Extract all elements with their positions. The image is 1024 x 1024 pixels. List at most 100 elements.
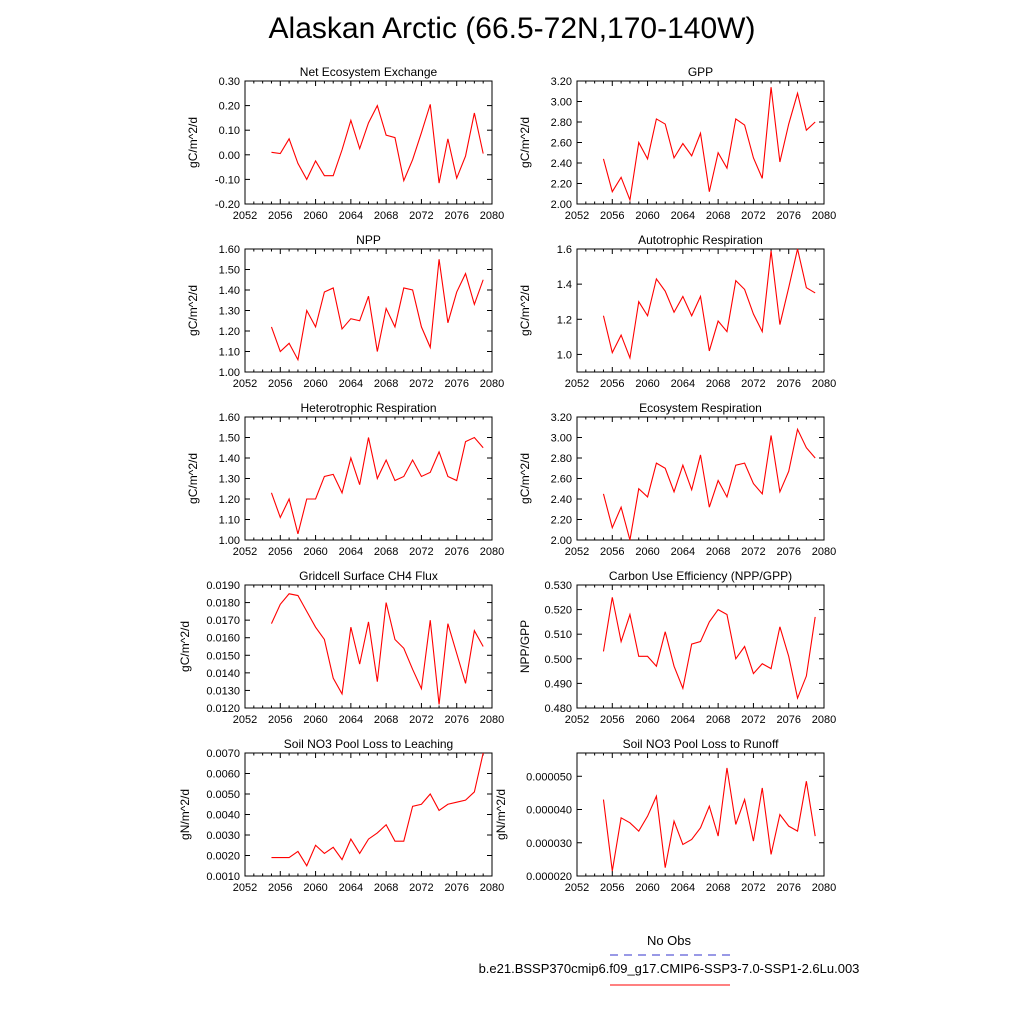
chart-panel-5: Heterotrophic Respiration 2052 2056 2060 206… xyxy=(186,401,504,558)
chart-title: GPP xyxy=(688,65,713,79)
y-tick-label: 0.00 xyxy=(219,150,240,162)
y-tick-label: 0.0030 xyxy=(206,830,240,842)
y-tick-label: 0.530 xyxy=(544,580,572,592)
x-tick-label: 2056 xyxy=(600,210,624,222)
x-tick-label: 2072 xyxy=(741,882,765,894)
plot-frame xyxy=(576,416,825,541)
y-tick-label: 1.2 xyxy=(557,314,572,326)
x-tick-label: 2072 xyxy=(741,378,765,390)
y-tick-label: 0.0130 xyxy=(206,685,240,697)
x-tick-label: 2068 xyxy=(706,210,730,222)
y-tick-label: 1.4 xyxy=(557,279,572,291)
x-tick-label: 2064 xyxy=(339,378,363,390)
x-tick-label: 2080 xyxy=(812,882,836,894)
x-tick-label: 2072 xyxy=(741,546,765,558)
y-tick-label: 1.30 xyxy=(219,474,240,486)
y-tick-label: 2.80 xyxy=(551,453,572,465)
x-tick-label: 2068 xyxy=(374,210,398,222)
chart-title: Ecosystem Respiration xyxy=(639,401,762,415)
y-axis-label: gC/m^2/d xyxy=(518,453,532,504)
x-tick-label: 2076 xyxy=(444,210,468,222)
x-tick-label: 2072 xyxy=(409,714,433,726)
x-tick-label: 2056 xyxy=(600,546,624,558)
y-tick-label: 0.500 xyxy=(544,654,572,666)
plot-frame xyxy=(576,80,825,205)
y-tick-label: 3.20 xyxy=(551,76,572,88)
plot-frame xyxy=(576,248,825,373)
y-tick-label: 2.20 xyxy=(551,515,572,527)
y-axis-label: gN/m^2/d xyxy=(178,789,192,840)
chart-title: Heterotrophic Respiration xyxy=(300,401,436,415)
y-tick-label: 1.20 xyxy=(219,494,240,506)
y-tick-label: 0.0140 xyxy=(206,668,240,680)
y-tick-label: 0.000020 xyxy=(526,871,572,883)
series-line xyxy=(271,752,484,867)
y-tick-label: 1.0 xyxy=(557,349,572,361)
y-tick-label: 0.0190 xyxy=(206,580,240,592)
y-tick-label: 2.40 xyxy=(551,494,572,506)
series-line xyxy=(602,767,816,872)
chart-panel-8: Carbon Use Efficiency (NPP/GPP) 2052 2056 2… xyxy=(518,569,836,726)
series-line xyxy=(602,427,816,541)
x-tick-label: 2064 xyxy=(339,546,363,558)
x-tick-label: 2072 xyxy=(409,882,433,894)
x-tick-label: 2068 xyxy=(706,882,730,894)
chart-title: NPP xyxy=(356,233,381,247)
y-tick-label: 0.20 xyxy=(219,101,240,113)
x-tick-label: 2060 xyxy=(635,546,659,558)
y-axis-label: gC/m^2/d xyxy=(178,621,192,672)
plot-frame xyxy=(244,416,493,541)
chart-title: Autotrophic Respiration xyxy=(638,233,763,247)
plot-frame xyxy=(244,80,493,205)
chart-panel-4: Autotrophic Respiration 2052 2056 2060 2064 2… xyxy=(518,233,836,390)
x-tick-label: 2056 xyxy=(268,546,292,558)
plot-frame xyxy=(244,248,493,373)
y-tick-label: 1.10 xyxy=(219,515,240,527)
x-tick-label: 2076 xyxy=(776,378,800,390)
x-tick-label: 2064 xyxy=(339,882,363,894)
x-tick-label: 2072 xyxy=(409,378,433,390)
x-tick-label: 2060 xyxy=(635,378,659,390)
y-tick-label: 0.0070 xyxy=(206,748,240,760)
x-tick-label: 2072 xyxy=(409,546,433,558)
y-tick-label: 2.20 xyxy=(551,179,572,191)
x-tick-label: 2080 xyxy=(812,210,836,222)
legend-label-no-obs: No Obs xyxy=(647,933,692,948)
x-tick-label: 2052 xyxy=(565,714,589,726)
y-tick-label: 2.40 xyxy=(551,158,572,170)
series-line xyxy=(270,259,484,362)
series-line xyxy=(271,104,484,184)
x-tick-label: 2060 xyxy=(635,210,659,222)
x-tick-label: 2068 xyxy=(374,714,398,726)
y-tick-label: 1.50 xyxy=(219,265,240,277)
y-tick-label: 1.20 xyxy=(219,326,240,338)
x-tick-label: 2052 xyxy=(565,882,589,894)
y-tick-label: 2.80 xyxy=(551,117,572,129)
chart-panel-6: Ecosystem Respiration 2052 2056 2060 2064 206… xyxy=(518,401,836,558)
series-line xyxy=(602,248,816,361)
y-tick-label: 2.60 xyxy=(551,138,572,150)
x-tick-label: 2076 xyxy=(776,882,800,894)
x-tick-label: 2060 xyxy=(635,714,659,726)
x-tick-label: 2072 xyxy=(741,210,765,222)
x-tick-label: 2080 xyxy=(480,714,504,726)
x-tick-label: 2076 xyxy=(776,210,800,222)
x-tick-label: 2068 xyxy=(374,378,398,390)
x-tick-label: 2064 xyxy=(671,714,695,726)
x-tick-label: 2064 xyxy=(339,210,363,222)
x-tick-label: 2056 xyxy=(600,378,624,390)
series-line xyxy=(270,436,484,534)
x-tick-label: 2056 xyxy=(268,882,292,894)
y-axis-label: gC/m^2/d xyxy=(518,285,532,336)
y-tick-label: 0.0180 xyxy=(206,598,240,610)
x-tick-label: 2080 xyxy=(480,210,504,222)
x-tick-label: 2060 xyxy=(303,210,327,222)
y-tick-label: -0.20 xyxy=(215,199,240,211)
x-tick-label: 2080 xyxy=(480,882,504,894)
chart-title: Gridcell Surface CH4 Flux xyxy=(299,569,438,583)
y-tick-label: 1.60 xyxy=(219,412,240,424)
y-tick-label: -0.10 xyxy=(215,174,240,186)
y-axis-label: gC/m^2/d xyxy=(518,117,532,168)
x-tick-label: 2080 xyxy=(812,546,836,558)
